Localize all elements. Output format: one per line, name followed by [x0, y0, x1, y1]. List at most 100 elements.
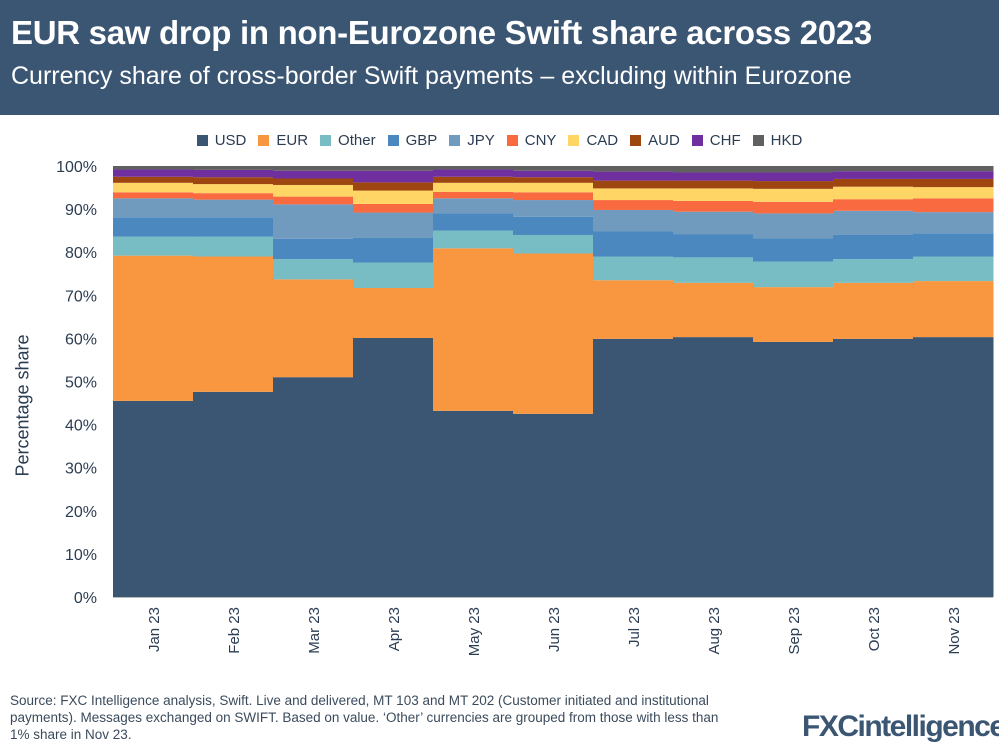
bar-segment-jpy	[353, 212, 434, 238]
legend-item-aud: AUD	[630, 132, 680, 149]
bar-segment-gbp	[593, 231, 674, 257]
y-tick-label: 80%	[65, 245, 97, 262]
x-tick-label: Jun 23	[546, 607, 563, 652]
bar-segment-jpy	[193, 199, 274, 218]
bar-segment-eur	[673, 282, 754, 338]
legend-label: JPY	[467, 132, 495, 149]
bar-segment-gbp	[353, 237, 434, 263]
x-tick-label: Oct 23	[866, 607, 883, 651]
bar-segment-chf	[913, 171, 994, 179]
bar-segment-aud	[673, 180, 754, 189]
bar-segment-hkd	[753, 166, 834, 173]
bar-segment-cny	[353, 203, 434, 213]
bar-segment-chf	[673, 172, 754, 181]
bar-segment-usd	[433, 410, 514, 597]
bar-segment-cny	[193, 193, 274, 200]
legend-item-cad: CAD	[568, 132, 618, 149]
legend: USD EUR Other GBP JPY CNY CAD AUD CHF HKD	[0, 132, 999, 149]
legend-swatch	[506, 135, 518, 146]
y-tick-label: 10%	[65, 547, 97, 564]
bar-segment-chf	[113, 169, 194, 177]
bar-segment-eur	[513, 253, 594, 414]
bar-segment-eur	[113, 255, 194, 401]
bar-segment-eur	[753, 287, 834, 342]
bar-segment-hkd	[833, 166, 914, 172]
bar-segment-hkd	[113, 166, 194, 170]
legend-label: Other	[338, 132, 376, 149]
bar-segment-gbp	[753, 238, 834, 262]
bar-segment-usd	[673, 337, 754, 597]
bar-segment-jpy	[273, 204, 354, 239]
bar-segment-cad	[433, 182, 514, 192]
bar-segment-hkd	[593, 166, 674, 172]
legend-label: CHF	[709, 132, 741, 149]
y-tick-label: 40%	[65, 418, 97, 435]
x-tick-label: Nov 23	[946, 607, 963, 655]
legend-swatch	[387, 135, 399, 146]
legend-label: AUD	[648, 132, 680, 149]
bar-segment-chf	[433, 169, 514, 177]
bar-segment-hkd	[273, 166, 354, 171]
bar-segment-aud	[353, 182, 434, 191]
bar-segment-cad	[353, 190, 434, 204]
bar-segment-eur	[433, 248, 514, 411]
bar-segment-usd	[353, 337, 434, 597]
bar-segment-aud	[593, 180, 674, 189]
bar-segment-cad	[833, 186, 914, 200]
bar-segment-cny	[113, 192, 194, 199]
bar-segment-cny	[753, 201, 834, 214]
bar-segment-eur	[593, 280, 674, 339]
bar-segment-gbp	[913, 233, 994, 257]
chart-subtitle: Currency share of cross-border Swift pay…	[11, 62, 852, 90]
bar-segment-jpy	[673, 211, 754, 235]
bar-segment-aud	[273, 178, 354, 185]
x-tick-label: Sep 23	[786, 607, 803, 655]
bar-segment-gbp	[193, 217, 274, 237]
bar-segment-hkd	[913, 166, 994, 172]
x-tick-label: Apr 23	[386, 607, 403, 651]
bar-segment-gbp	[513, 216, 594, 235]
bar-segment-eur	[913, 281, 994, 338]
legend-item-other: Other	[320, 132, 376, 149]
legend-item-cny: CNY	[506, 132, 557, 149]
bar-segment-gbp	[113, 217, 194, 237]
bar-segment-hkd	[353, 166, 434, 171]
bar-segment-chf	[593, 171, 674, 181]
bar-segment-aud	[433, 176, 514, 183]
legend-swatch	[752, 135, 764, 146]
bar-segment-other	[193, 236, 274, 257]
legend-label: CNY	[524, 132, 557, 149]
bar-segment-other	[513, 234, 594, 254]
x-tick-label: Jan 23	[146, 607, 163, 652]
bar-segment-aud	[913, 178, 994, 188]
bar-segment-cad	[193, 184, 274, 194]
bar-segment-cad	[753, 188, 834, 202]
bar-segment-eur	[273, 279, 354, 378]
bar-segment-cad	[513, 182, 594, 193]
legend-swatch	[258, 135, 270, 146]
bar-segment-cad	[593, 188, 674, 201]
bar-segment-chf	[513, 170, 594, 178]
bar-segment-chf	[833, 171, 914, 179]
bar-segment-chf	[273, 170, 354, 179]
bar-segment-other	[433, 230, 514, 249]
bar-segment-gbp	[273, 238, 354, 260]
legend-swatch	[320, 135, 332, 146]
bar-segment-usd	[513, 413, 594, 597]
legend-item-chf: CHF	[691, 132, 741, 149]
bar-segment-cny	[833, 199, 914, 211]
legend-item-usd: USD	[196, 132, 247, 149]
bar-segment-other	[833, 259, 914, 283]
bar-segment-other	[753, 261, 834, 288]
bar-segment-cny	[513, 192, 594, 201]
legend-item-eur: EUR	[258, 132, 308, 149]
y-tick-label: 50%	[65, 375, 97, 392]
bar-segment-hkd	[673, 166, 754, 173]
bar-segment-cad	[113, 182, 194, 193]
legend-label: USD	[214, 132, 247, 149]
bar-segment-hkd	[513, 166, 594, 171]
bar-segment-aud	[513, 177, 594, 183]
bar-segment-eur	[353, 287, 434, 338]
legend-label: EUR	[276, 132, 309, 149]
